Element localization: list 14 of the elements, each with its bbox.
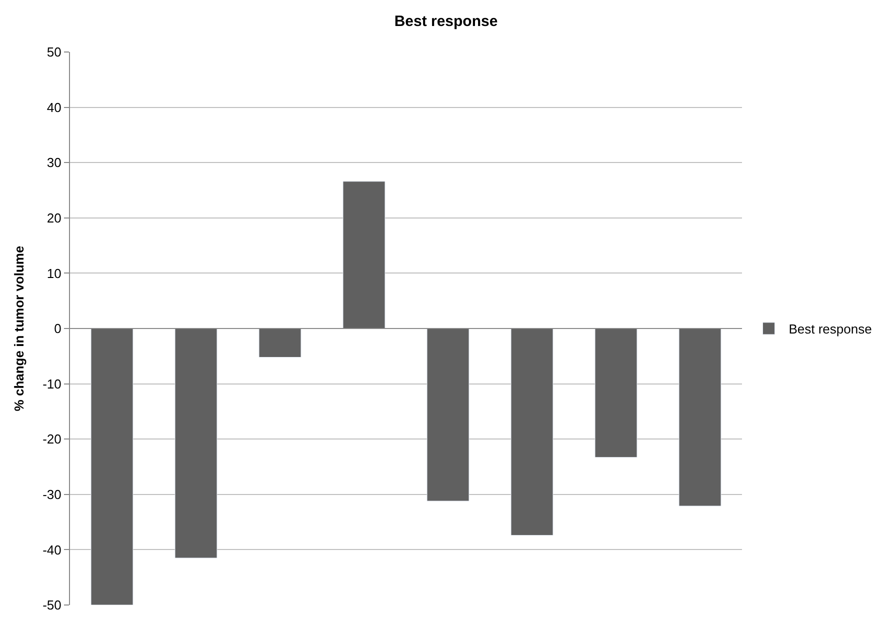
y-tick-label: 0 <box>54 321 62 336</box>
y-tick-label: 30 <box>46 155 62 170</box>
y-tick-label: -40 <box>42 542 62 558</box>
y-axis-title: % change in tumor volume <box>12 246 27 412</box>
y-tick-label: 10 <box>46 266 62 281</box>
y-tick-label: 20 <box>46 210 62 226</box>
y-tick-label: -50 <box>42 598 62 613</box>
y-tick-label: -10 <box>42 376 62 392</box>
y-tick-label: 50 <box>46 44 62 60</box>
y-tick-label: -30 <box>42 486 62 502</box>
legend-label: Best response <box>788 322 872 337</box>
y-tick-label: 40 <box>46 100 62 115</box>
chart-title: Best response <box>394 13 498 30</box>
y-tick-label: -20 <box>42 432 62 447</box>
